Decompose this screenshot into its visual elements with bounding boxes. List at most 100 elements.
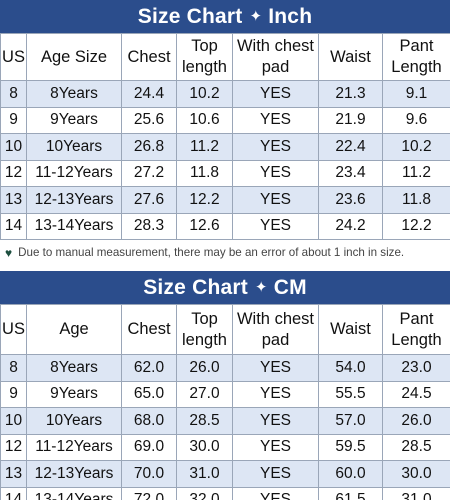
cell-top-length: 30.0 — [176, 433, 233, 461]
cell-us: 13 — [0, 186, 27, 214]
table-row: 10 10Years 68.0 28.5 YES 57.0 26.0 — [0, 407, 450, 435]
header-pant-length: Pant Length — [382, 33, 450, 81]
cell-chest: 65.0 — [121, 380, 177, 408]
cell-top-length: 10.6 — [176, 106, 233, 134]
inch-size-table: US Age Size Chest Top length With chest … — [0, 33, 450, 240]
cell-chest-pad: YES — [232, 433, 319, 461]
cell-age: 10Years — [26, 407, 122, 435]
table-row: 9 9Years 65.0 27.0 YES 55.5 24.5 — [0, 380, 450, 408]
cell-chest: 27.6 — [121, 186, 177, 214]
cell-chest-pad: YES — [232, 106, 319, 134]
cell-us: 10 — [0, 133, 27, 161]
cm-size-table: US Age Chest Top length With chest pad W… — [0, 304, 450, 500]
cell-pant-length: 9.1 — [382, 80, 450, 108]
cell-us: 12 — [0, 159, 27, 187]
table-row: 12 11-12Years 69.0 30.0 YES 59.5 28.5 — [0, 433, 450, 461]
cell-us: 9 — [0, 106, 27, 134]
table-row: 8 8Years 24.4 10.2 YES 21.3 9.1 — [0, 80, 450, 108]
cm-table-header-row: US Age Chest Top length With chest pad W… — [0, 304, 450, 355]
cell-waist: 54.0 — [318, 354, 383, 382]
cell-pant-length: 26.0 — [382, 407, 450, 435]
cell-pant-length: 11.2 — [382, 159, 450, 187]
cell-waist: 57.0 — [318, 407, 383, 435]
cell-waist: 21.9 — [318, 106, 383, 134]
section-gap — [0, 265, 450, 271]
cell-chest: 72.0 — [121, 486, 177, 500]
table-row: 14 13-14Years 28.3 12.6 YES 24.2 12.2 — [0, 212, 450, 240]
cell-age: 12-13Years — [26, 186, 122, 214]
cm-chart-title-bar: Size Chart ✦ CM — [0, 271, 450, 304]
cell-top-length: 32.0 — [176, 486, 233, 500]
cell-waist: 55.5 — [318, 380, 383, 408]
inch-chart-title-bar: Size Chart ✦ Inch — [0, 0, 450, 33]
cell-pant-length: 9.6 — [382, 106, 450, 134]
cm-chart-unit: CM — [273, 275, 307, 299]
cell-waist: 22.4 — [318, 133, 383, 161]
cell-waist: 61.5 — [318, 486, 383, 500]
cell-age: 11-12Years — [26, 433, 122, 461]
inch-chart-title: Size Chart — [137, 4, 243, 28]
sparkle-icon: ✦ — [249, 7, 263, 25]
cell-chest-pad: YES — [232, 380, 319, 408]
cell-us: 8 — [0, 80, 27, 108]
cell-us: 14 — [0, 486, 27, 500]
cell-chest-pad: YES — [232, 407, 319, 435]
cell-us: 8 — [0, 354, 27, 382]
cell-chest: 69.0 — [121, 433, 177, 461]
header-chest: Chest — [121, 304, 177, 355]
cell-chest: 62.0 — [121, 354, 177, 382]
cm-chart-title: Size Chart — [143, 275, 248, 299]
cell-us: 10 — [0, 407, 27, 435]
table-row: 14 13-14Years 72.0 32.0 YES 61.5 31.0 — [0, 486, 450, 500]
cell-chest-pad: YES — [232, 133, 319, 161]
cell-chest-pad: YES — [232, 159, 319, 187]
cell-chest: 68.0 — [121, 407, 177, 435]
cell-chest-pad: YES — [232, 486, 319, 500]
cell-chest: 24.4 — [121, 80, 177, 108]
cell-waist: 24.2 — [318, 212, 383, 240]
header-with-chest-pad: With chest pad — [232, 304, 319, 355]
cell-top-length: 10.2 — [176, 80, 233, 108]
sparkle-icon: ✦ — [254, 278, 268, 296]
header-top-length: Top length — [176, 304, 233, 355]
cell-waist: 59.5 — [318, 433, 383, 461]
cell-us: 9 — [0, 380, 27, 408]
table-row: 10 10Years 26.8 11.2 YES 22.4 10.2 — [0, 133, 450, 161]
inch-table-header-row: US Age Size Chest Top length With chest … — [0, 33, 450, 81]
table-row: 8 8Years 62.0 26.0 YES 54.0 23.0 — [0, 354, 450, 382]
cell-chest-pad: YES — [232, 186, 319, 214]
cell-age: 13-14Years — [26, 486, 122, 500]
cell-pant-length: 30.0 — [382, 460, 450, 488]
cell-top-length: 28.5 — [176, 407, 233, 435]
cell-age: 12-13Years — [26, 460, 122, 488]
cell-waist: 21.3 — [318, 80, 383, 108]
table-row: 13 12-13Years 70.0 31.0 YES 60.0 30.0 — [0, 460, 450, 488]
cell-top-length: 12.2 — [176, 186, 233, 214]
cell-top-length: 11.2 — [176, 133, 233, 161]
cell-age: 11-12Years — [26, 159, 122, 187]
cell-age: 9Years — [26, 380, 122, 408]
cell-top-length: 11.8 — [176, 159, 233, 187]
cell-pant-length: 24.5 — [382, 380, 450, 408]
cell-us: 14 — [0, 212, 27, 240]
cell-pant-length: 23.0 — [382, 354, 450, 382]
measurement-note: ♥ Due to manual measurement, there may b… — [0, 240, 450, 265]
cell-age: 13-14Years — [26, 212, 122, 240]
cell-top-length: 26.0 — [176, 354, 233, 382]
heart-icon: ♥ — [5, 245, 13, 260]
header-chest: Chest — [121, 33, 177, 81]
cell-pant-length: 11.8 — [382, 186, 450, 214]
cell-us: 13 — [0, 460, 27, 488]
header-waist: Waist — [318, 33, 383, 81]
header-with-chest-pad: With chest pad — [232, 33, 319, 81]
cell-age: 9Years — [26, 106, 122, 134]
header-waist: Waist — [318, 304, 383, 355]
cell-chest-pad: YES — [232, 354, 319, 382]
cell-chest-pad: YES — [232, 460, 319, 488]
cell-top-length: 31.0 — [176, 460, 233, 488]
cell-age: 10Years — [26, 133, 122, 161]
cell-chest-pad: YES — [232, 212, 319, 240]
cell-pant-length: 28.5 — [382, 433, 450, 461]
cell-chest: 27.2 — [121, 159, 177, 187]
